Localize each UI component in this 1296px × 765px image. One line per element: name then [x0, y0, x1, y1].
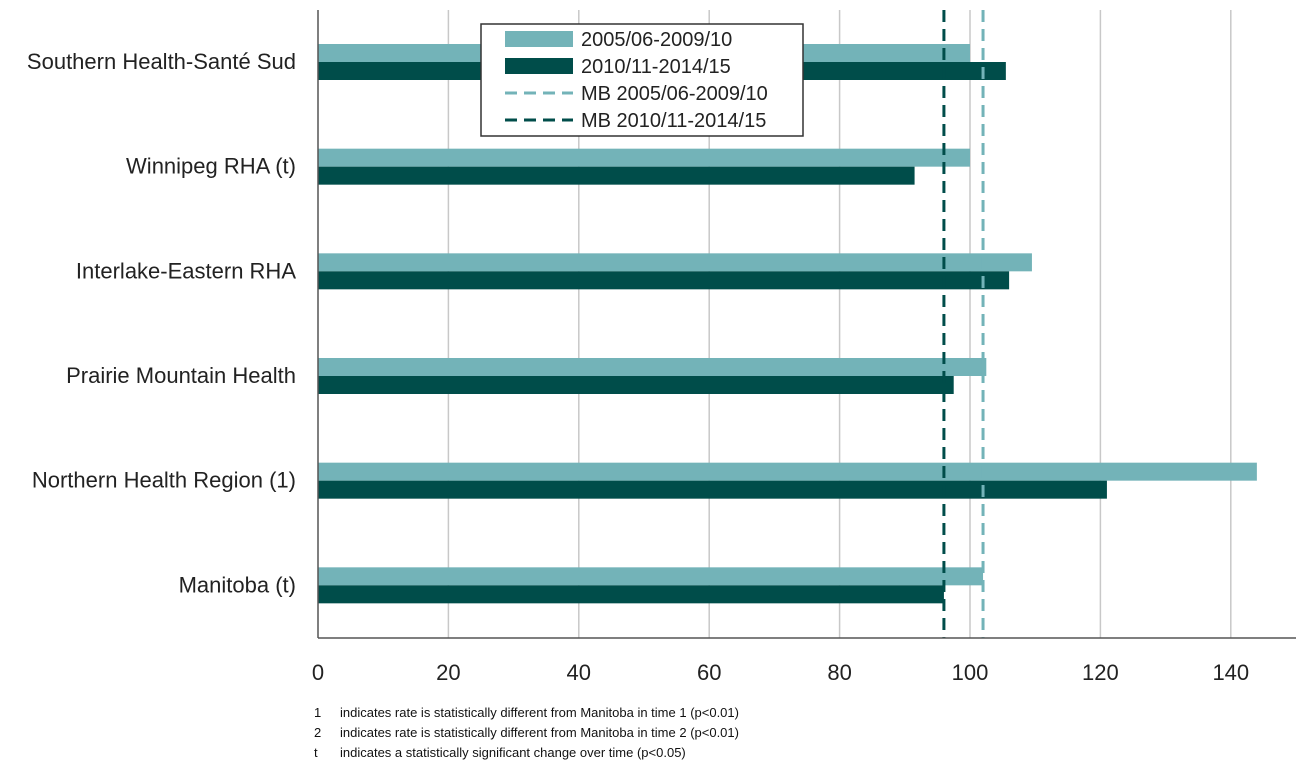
footnote-text: indicates a statistically significant ch…: [340, 745, 686, 760]
legend-swatch: [505, 31, 573, 47]
legend-label: MB 2010/11-2014/15: [581, 110, 766, 132]
legend-label: MB 2005/06-2009/10: [581, 83, 768, 105]
legend-label: 2010/11-2014/15: [581, 56, 731, 78]
category-label: Manitoba (t): [179, 572, 296, 597]
x-tick-label: 80: [827, 660, 851, 685]
x-tick-labels: 0 20 40 60 80 100 120 140: [312, 660, 1249, 685]
bar: [318, 585, 944, 604]
legend: 2005/06-2009/10 2010/11-2014/15 MB 2005/06…: [480, 23, 804, 137]
category-label: Northern Health Region (1): [32, 468, 296, 493]
reference-lines: [942, 10, 985, 638]
category-label: Interlake-Eastern RHA: [76, 258, 296, 283]
x-tick-label: 120: [1082, 660, 1119, 685]
footnote: 2 indicates rate is statistically differ…: [314, 723, 739, 743]
footnote-key: t: [314, 745, 318, 760]
x-tick-label: 140: [1212, 660, 1249, 685]
category-label: Southern Health-Santé Sud: [27, 49, 296, 74]
footnote-key: 1: [314, 705, 322, 720]
category-labels: Southern Health-Santé Sud Winnipeg RHA (t…: [27, 49, 296, 597]
bar: [318, 148, 970, 167]
axes: [317, 10, 1296, 639]
x-tick-label: 0: [312, 660, 324, 685]
bar: [318, 166, 915, 185]
bar: [318, 271, 1010, 290]
bar-chart: Southern Health-Santé Sud Winnipeg RHA (t…: [27, 10, 1296, 685]
footnotes: 1 indicates rate is statistically differ…: [314, 703, 739, 763]
x-tick-label: 40: [567, 660, 591, 685]
category-label: Winnipeg RHA (t): [126, 154, 296, 179]
category-label: Prairie Mountain Health: [66, 363, 296, 388]
footnote-key: 2: [314, 725, 322, 740]
bar: [318, 376, 954, 394]
footnote-text: indicates rate is statistically differen…: [340, 725, 739, 740]
bars: [318, 44, 1257, 604]
x-tick-label: 60: [697, 660, 721, 685]
footnote: t indicates a statistically significant …: [314, 743, 739, 763]
footnote-text: indicates rate is statistically differen…: [340, 705, 739, 720]
x-tick-label: 100: [952, 660, 989, 685]
footnote: 1 indicates rate is statistically differ…: [314, 703, 739, 723]
bar: [318, 358, 987, 376]
bar: [318, 462, 1257, 481]
bar: [318, 253, 1032, 272]
bar: [318, 480, 1107, 499]
bar: [318, 567, 984, 586]
legend-label: 2005/06-2009/10: [581, 29, 732, 51]
legend-swatch: [505, 58, 573, 74]
x-tick-label: 20: [436, 660, 460, 685]
